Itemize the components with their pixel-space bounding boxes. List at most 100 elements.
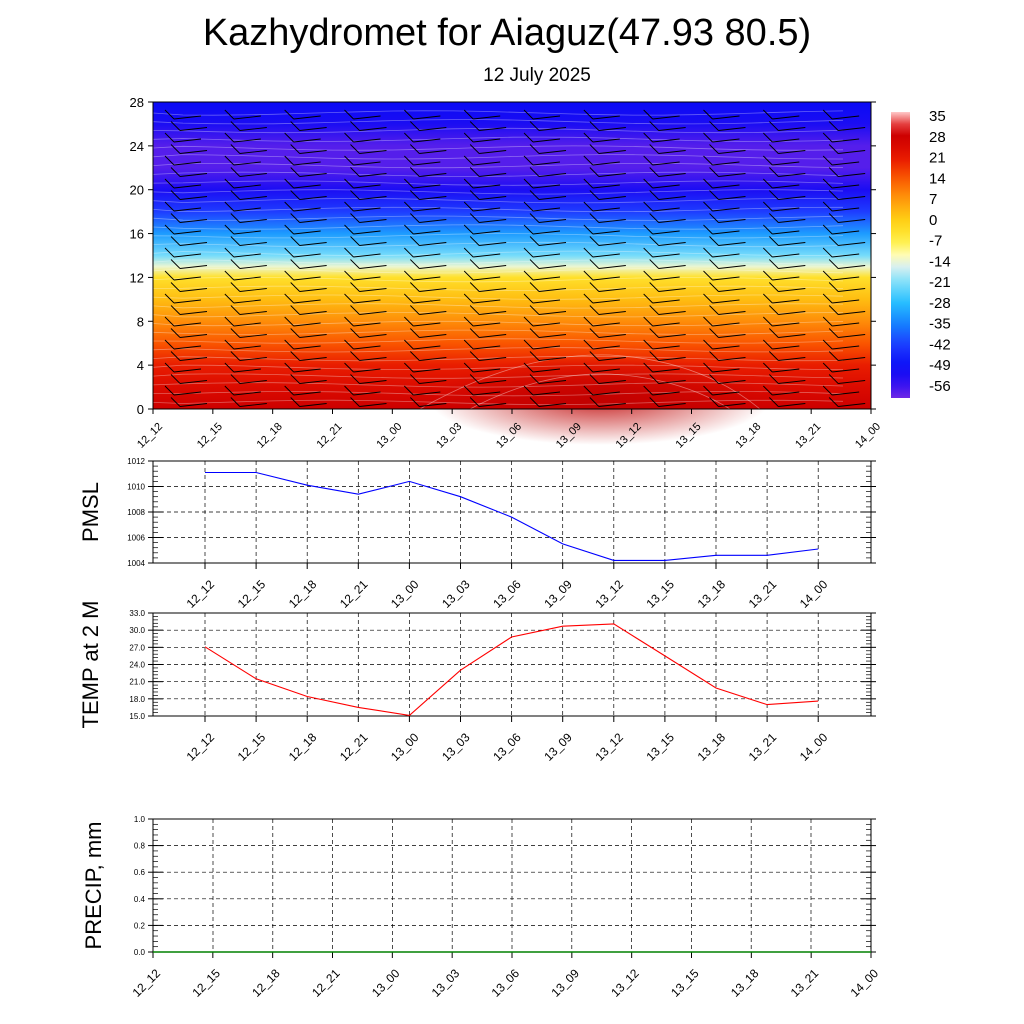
wind-barb <box>410 374 447 384</box>
colorbar-label: 35 <box>929 108 946 125</box>
precip-xtick-label: 13_06 <box>489 966 523 1000</box>
wind-barb <box>763 316 800 327</box>
wind-barb <box>230 167 267 177</box>
wind-barb <box>828 236 866 246</box>
wind-barb <box>350 213 387 223</box>
wind-barb <box>350 351 387 361</box>
temp-xtick-label: 14_00 <box>797 730 831 764</box>
colorbar-label: 7 <box>929 191 937 208</box>
precip-xtick-label: 12_15 <box>189 966 223 1000</box>
pmsl-ylabel: PMSL <box>78 482 103 542</box>
wind-barb <box>583 339 620 350</box>
wind-barb <box>583 224 620 235</box>
wind-barb <box>350 167 387 177</box>
wind-barb <box>404 178 441 189</box>
heatmap-contour-line <box>152 373 844 379</box>
wind-barb <box>523 132 561 143</box>
wind-barb <box>230 282 267 292</box>
heatmap-ytick-label: 8 <box>137 314 144 329</box>
wind-barb <box>523 155 561 166</box>
wind-barb <box>763 155 800 166</box>
wind-barb <box>410 236 447 246</box>
wind-barb <box>290 121 327 131</box>
wind-barb <box>170 351 208 361</box>
wind-barb <box>643 132 680 143</box>
wind-barb <box>224 339 261 350</box>
wind-barb <box>709 374 746 384</box>
heatmap-contour-line <box>152 198 844 204</box>
wind-barb <box>763 178 800 189</box>
wind-barb <box>410 167 447 177</box>
temp-xtick-label: 13_03 <box>439 730 473 764</box>
precip-ytick-label: 0.4 <box>134 895 146 904</box>
wind-barb <box>763 385 800 396</box>
colorbar-label: 14 <box>929 170 946 187</box>
wind-barb <box>290 305 327 315</box>
wind-barb <box>350 259 387 269</box>
heatmap-contour-line <box>152 347 844 353</box>
wind-barb <box>643 362 680 373</box>
heatmap-contour-line <box>152 189 844 195</box>
wind-barb <box>344 293 381 304</box>
wind-barb <box>463 339 501 350</box>
wind-barb <box>164 132 202 143</box>
wind-barb <box>649 397 686 407</box>
wind-barb <box>649 121 686 131</box>
wind-barb <box>822 201 860 212</box>
wind-barb <box>463 385 501 396</box>
wind-barb <box>469 236 507 246</box>
wind-barb <box>529 259 567 269</box>
wind-barb <box>350 121 387 131</box>
wind-barb <box>344 132 381 143</box>
wind-barb <box>230 328 267 338</box>
wind-barb <box>344 224 381 235</box>
heatmap-ytick-label: 12 <box>130 270 144 285</box>
wind-barb <box>463 247 501 258</box>
wind-barb <box>529 305 567 315</box>
heatmap-warm-core <box>430 355 770 445</box>
wind-barb <box>410 305 447 315</box>
wind-barb <box>709 190 746 200</box>
wind-barb <box>529 213 567 223</box>
wind-barb <box>410 282 447 292</box>
wind-barb <box>350 190 387 200</box>
pmsl-ytick-label: 1008 <box>127 508 145 517</box>
colorbar-label: -7 <box>929 233 942 250</box>
wind-barb <box>469 144 507 154</box>
wind-barb <box>703 270 740 281</box>
wind-barb <box>709 144 746 154</box>
heatmap-ytick-label: 20 <box>130 183 144 198</box>
wind-barb <box>828 328 866 338</box>
wind-barb <box>410 144 447 154</box>
wind-barb <box>224 316 261 327</box>
wind-barb <box>350 374 387 384</box>
wind-barb <box>463 316 501 327</box>
wind-barb <box>284 224 321 235</box>
wind-barb <box>589 213 626 223</box>
wind-barb <box>284 178 321 189</box>
precip-ytick-label: 1.0 <box>134 815 146 824</box>
heatmap-contour-line <box>152 233 844 239</box>
wind-barb <box>523 109 561 120</box>
colorbar-label: -56 <box>929 378 951 395</box>
wind-barb <box>170 259 208 269</box>
wind-barb <box>410 397 447 407</box>
colorbar-label: -21 <box>929 274 951 291</box>
pmsl-xtick-label: 13_09 <box>541 577 575 611</box>
pmsl-xtick-label: 14_00 <box>797 577 831 611</box>
wind-barb <box>529 144 567 154</box>
wind-barb <box>463 270 501 281</box>
wind-barb <box>769 374 806 384</box>
wind-barb <box>703 109 740 120</box>
wind-barb <box>769 282 806 292</box>
precip-xtick-label: 13_09 <box>548 966 582 1000</box>
colorbar-label: -49 <box>929 357 951 374</box>
wind-barb <box>769 167 806 177</box>
heatmap-xtick-label: 12_18 <box>255 421 285 451</box>
wind-barb <box>344 339 381 350</box>
wind-barb <box>643 385 680 396</box>
wind-barb <box>643 339 680 350</box>
wind-barb <box>649 259 686 269</box>
heatmap-ytick-label: 0 <box>137 402 144 417</box>
wind-barb <box>523 224 561 235</box>
